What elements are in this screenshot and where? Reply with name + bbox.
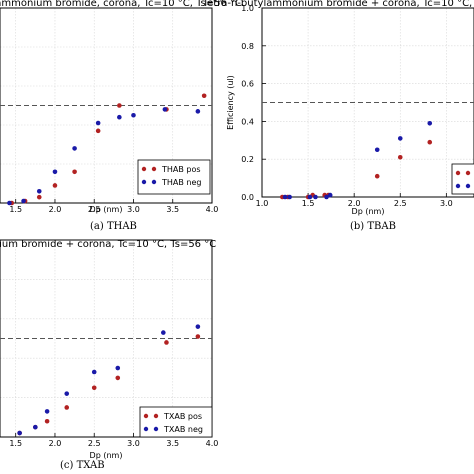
- legend-label: TXAB neg: [163, 425, 203, 434]
- data-point-pos: [36, 194, 42, 200]
- legend-marker-neg: [143, 426, 149, 432]
- data-point-neg: [161, 330, 166, 335]
- data-point-neg: [195, 109, 201, 114]
- data-point-neg: [33, 424, 38, 430]
- legend-box: [451, 163, 474, 195]
- legend-marker-neg: [151, 179, 157, 185]
- figure-caption: (a) THAB: [90, 221, 137, 232]
- legend-marker-neg: [455, 183, 461, 189]
- x-tick-label: 2.0: [348, 199, 361, 208]
- data-point-pos: [52, 183, 58, 188]
- plot-title: butylammonium bromide, corona, Tc=10 °C,…: [0, 0, 242, 9]
- legend-marker-pos: [141, 166, 147, 172]
- data-point-pos: [164, 340, 169, 345]
- legend-marker-neg: [465, 183, 471, 189]
- x-tick-label: 4.0: [206, 205, 219, 214]
- data-point-neg: [52, 169, 58, 175]
- data-point-pos: [91, 385, 97, 391]
- x-tick-label: 3.0: [127, 205, 140, 214]
- data-point-neg: [36, 189, 42, 194]
- x-tick-label: 3.5: [166, 205, 179, 214]
- x-tick-label: 2.5: [394, 199, 407, 208]
- data-point-neg: [195, 324, 201, 329]
- data-point-neg: [95, 120, 101, 126]
- figure-caption: (c) TXAB: [60, 460, 105, 471]
- x-tick-label: 1.0: [256, 199, 269, 208]
- x-tick-label: 3.5: [166, 439, 179, 448]
- data-point-neg: [21, 198, 26, 204]
- legend-label: THAB neg: [161, 178, 201, 187]
- data-point-pos: [201, 93, 207, 99]
- data-point-neg: [7, 200, 12, 206]
- data-point-pos: [374, 173, 380, 179]
- legend-marker-neg: [141, 179, 147, 185]
- data-point-neg: [44, 409, 50, 414]
- x-tick-label: 2.5: [88, 439, 101, 448]
- legend-marker-pos: [455, 170, 461, 176]
- x-tick-label: 2.0: [49, 205, 62, 214]
- y-tick-label: 0.8: [241, 42, 254, 51]
- x-tick-label: 4.0: [206, 439, 219, 448]
- x-tick-label: 1.5: [9, 205, 22, 214]
- x-tick-label: 3.0: [127, 439, 140, 448]
- data-point-pos: [195, 334, 201, 339]
- x-axis-label: Dp (nm): [352, 207, 385, 216]
- data-point-neg: [117, 114, 122, 120]
- data-point-neg: [287, 194, 292, 200]
- legend-marker-pos: [151, 166, 157, 172]
- data-point-pos: [117, 103, 122, 108]
- legend-marker-pos: [465, 170, 471, 176]
- data-point-pos: [72, 169, 77, 175]
- data-point-pos: [44, 418, 50, 424]
- y-tick-label: 0.6: [241, 80, 254, 89]
- data-point-neg: [374, 147, 380, 153]
- data-point-neg: [327, 192, 333, 198]
- legend-box: [139, 406, 213, 438]
- legend-marker-pos: [143, 413, 149, 419]
- data-point-neg: [307, 194, 313, 200]
- plot-title: butylammonium bromide + corona, Tc=10 °C…: [0, 239, 216, 250]
- legend-marker-neg: [153, 426, 159, 432]
- data-point-neg: [282, 194, 288, 200]
- y-tick-label: 0.0: [241, 193, 254, 202]
- x-axis-label: Dp (nm): [90, 205, 123, 214]
- data-point-neg: [313, 194, 318, 200]
- data-point-neg: [131, 112, 136, 118]
- plot-title: Tetra-n-butylammonium bromide + corona, …: [202, 0, 474, 9]
- data-point-neg: [324, 194, 329, 200]
- data-point-neg: [91, 369, 97, 375]
- legend-marker-pos: [153, 413, 159, 419]
- y-tick-label: 0.2: [241, 155, 254, 164]
- data-point-neg: [17, 430, 22, 436]
- x-tick-label: 1.5: [9, 439, 22, 448]
- legend-box: [137, 159, 211, 195]
- x-tick-label: 2.0: [49, 439, 62, 448]
- y-axis-label: Efficiency (ul): [226, 75, 235, 130]
- data-point-neg: [115, 365, 121, 371]
- data-point-neg: [427, 120, 433, 126]
- figure-caption: (b) TBAB: [350, 221, 396, 232]
- chart-panel-2: 1.0 1.5 2.0 2.5 3.00.00.20.40.60.81.0Tetra-n…: [202, 0, 474, 232]
- data-point-pos: [397, 155, 403, 160]
- legend-label: TXAB pos: [163, 412, 202, 421]
- chart-panel-1: 1.5 2.0 2.5 3.0 3.5 4.0 butylammonium bromide,…: [0, 0, 242, 232]
- y-tick-label: 1.0: [241, 4, 254, 13]
- data-point-pos: [427, 139, 433, 145]
- legend-label: THAB pos: [161, 165, 201, 174]
- data-point-neg: [64, 391, 70, 396]
- y-tick-label: 0.4: [241, 117, 254, 126]
- x-tick-label: 2.5: [88, 205, 101, 214]
- data-point-pos: [115, 375, 121, 381]
- data-point-neg: [162, 107, 168, 112]
- data-point-pos: [64, 405, 70, 410]
- x-tick-label: 3.0: [440, 199, 453, 208]
- data-point-neg: [397, 136, 403, 141]
- data-point-neg: [72, 146, 77, 151]
- data-point-pos: [95, 128, 101, 134]
- x-tick-label: 1.5: [302, 199, 315, 208]
- x-axis-label: Dp (nm): [90, 451, 123, 460]
- chart-panel-3: 1.5 2.0 2.5 3.0 3.5 4.0 butylammonium bromide …: [0, 239, 218, 471]
